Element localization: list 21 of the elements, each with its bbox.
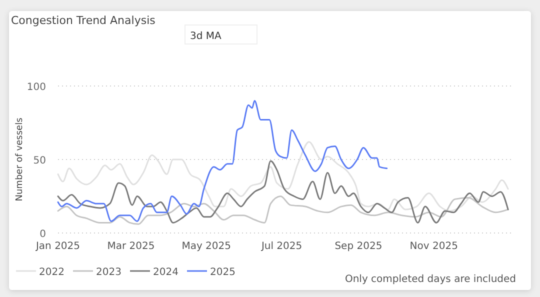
line-series bbox=[57, 141, 509, 212]
x-tick-label: May 2025 bbox=[182, 241, 232, 252]
line-series bbox=[57, 196, 509, 225]
y-tick-label: 100 bbox=[26, 82, 46, 93]
y-axis-title: Number of vessels bbox=[15, 117, 25, 202]
y-tick-label: 0 bbox=[40, 229, 46, 240]
legend-label: 2025 bbox=[210, 267, 236, 278]
text: 3d MA bbox=[190, 31, 222, 42]
legend-label: 2022 bbox=[39, 267, 64, 278]
x-tick-label: Sep 2025 bbox=[334, 241, 382, 252]
x-tick-label: Jul 2025 bbox=[260, 241, 302, 252]
chart-title: Congestion Trend Analysis bbox=[11, 14, 156, 27]
line-series bbox=[57, 100, 388, 222]
legend-label: 2023 bbox=[96, 267, 122, 278]
x-tick-label: Nov 2025 bbox=[410, 241, 458, 252]
x-tick-label: Mar 2025 bbox=[107, 241, 155, 252]
x-tick-label: Jan 2025 bbox=[34, 241, 80, 252]
text: Only completed days are included bbox=[344, 274, 516, 285]
line-series bbox=[57, 160, 509, 224]
legend-label: 2024 bbox=[153, 267, 178, 278]
y-tick-label: 50 bbox=[33, 156, 46, 166]
